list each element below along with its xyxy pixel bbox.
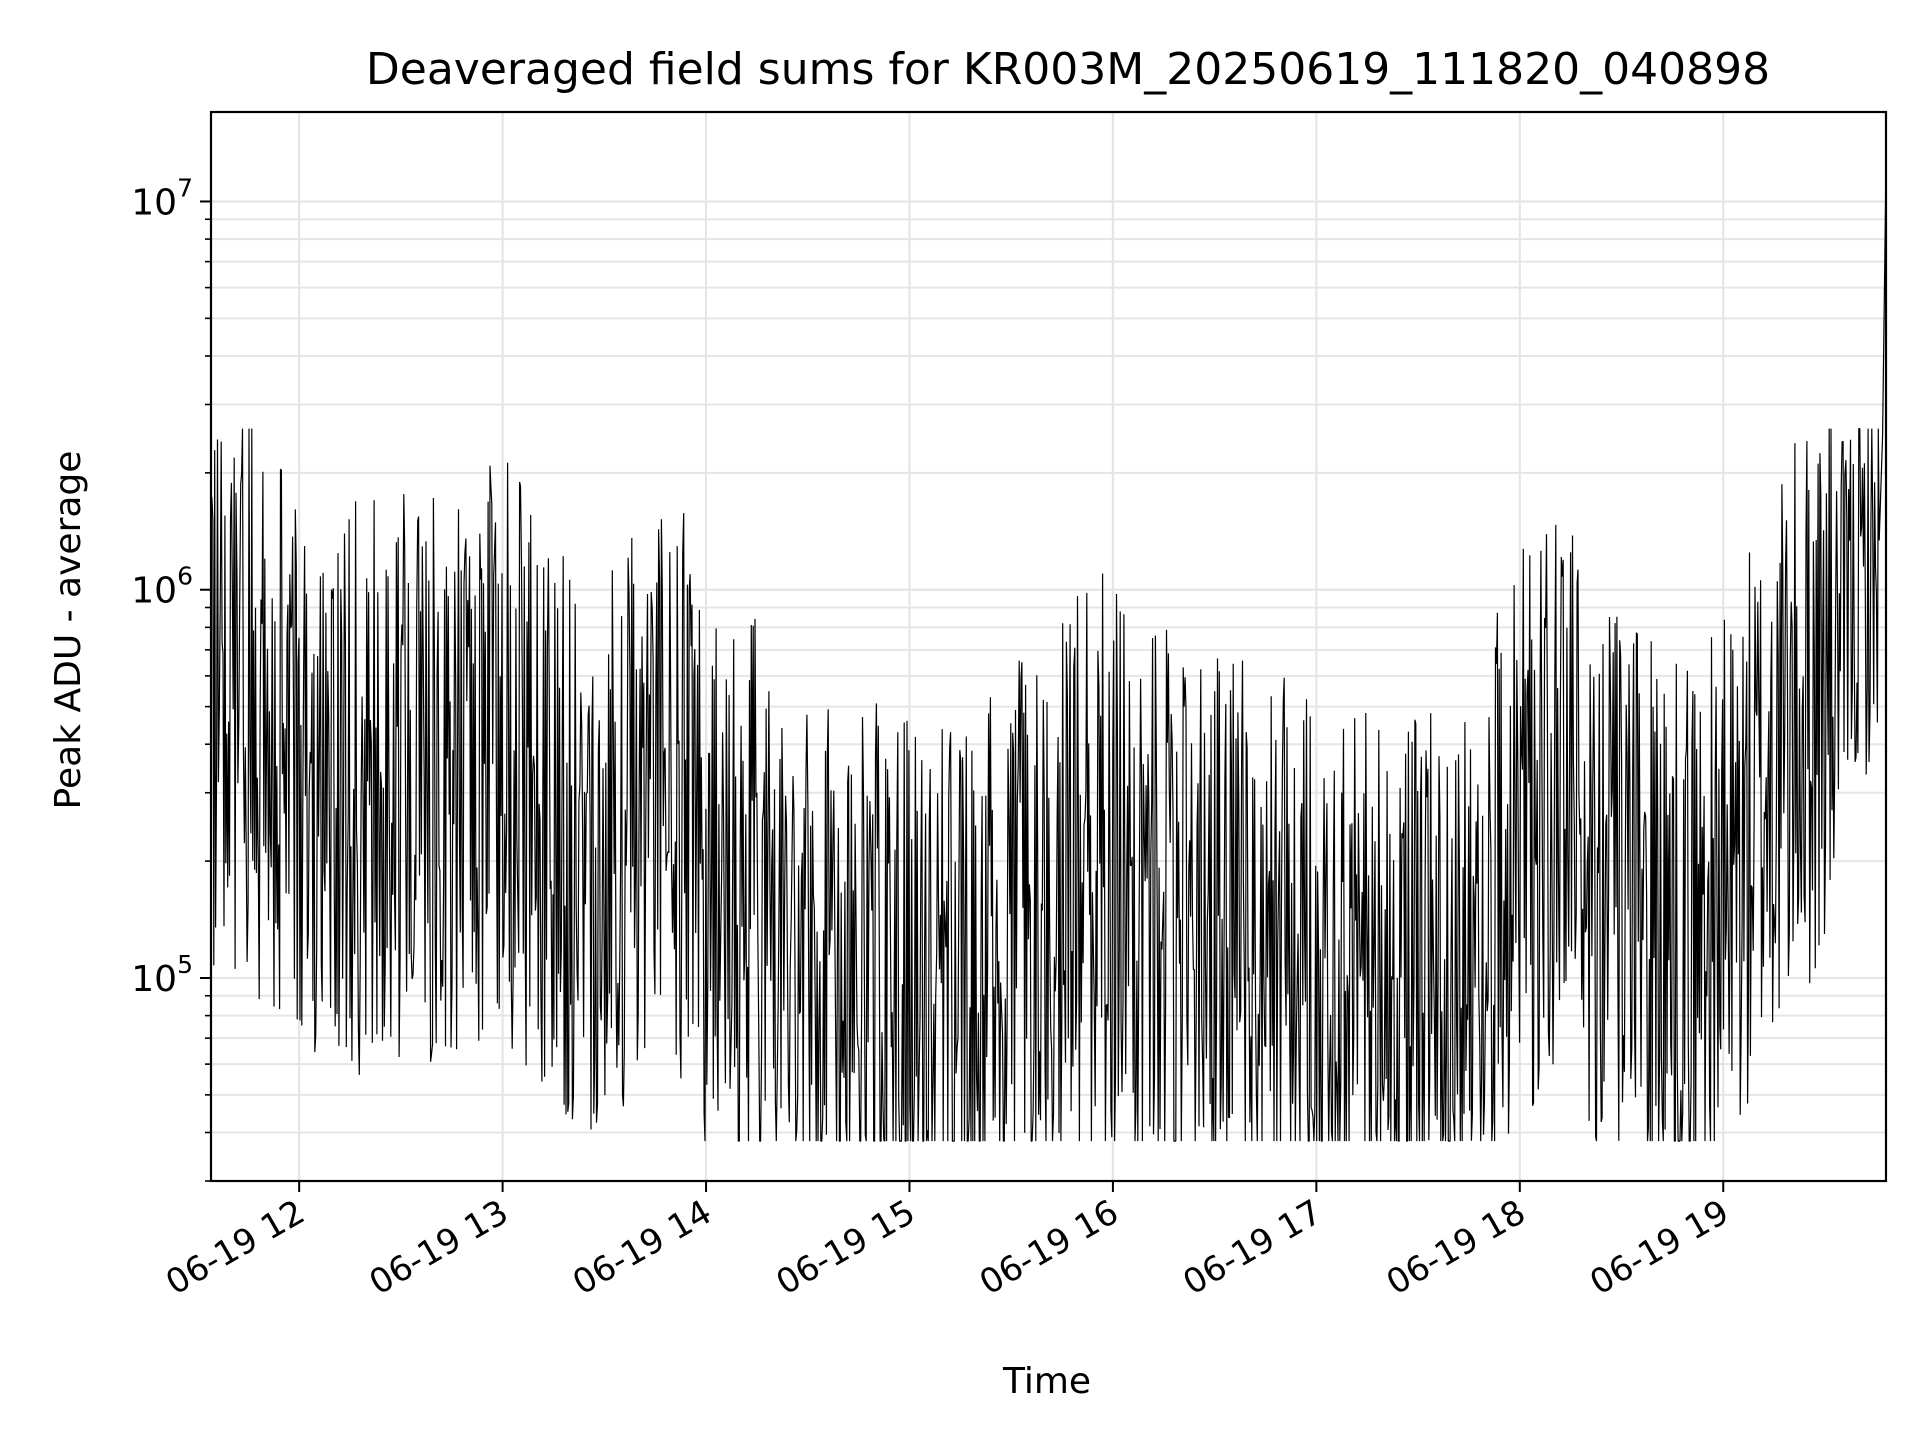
y-tick-exponent: 7 xyxy=(177,173,193,202)
grid-lines xyxy=(211,112,1886,1182)
plot-frame xyxy=(209,110,1888,1183)
data-series-line xyxy=(210,163,1887,1142)
y-tick-label: 105 xyxy=(131,950,193,1000)
x-tick-label: 06-19 16 xyxy=(973,1192,1125,1303)
x-tick-label: 06-19 19 xyxy=(1583,1192,1735,1303)
x-tick-label: 06-19 17 xyxy=(1176,1192,1328,1303)
y-tick-exponent: 5 xyxy=(177,950,193,979)
x-tick-label: 06-19 18 xyxy=(1380,1192,1532,1303)
y-tick-label: 106 xyxy=(131,562,193,612)
x-tick-label: 06-19 12 xyxy=(159,1192,311,1303)
x-tick-label: 06-19 13 xyxy=(363,1192,515,1303)
chart-title: Deaveraged field sums for KR003M_2025061… xyxy=(366,44,1770,95)
y-tick-exponent: 6 xyxy=(177,562,193,591)
y-axis-label: Peak ADU - average xyxy=(48,451,89,810)
y-tick-label: 107 xyxy=(131,173,193,223)
x-axis-label: Time xyxy=(1002,1361,1091,1402)
x-tick-label: 06-19 14 xyxy=(566,1192,718,1303)
x-tick-label: 06-19 15 xyxy=(770,1192,922,1303)
data-line-layer xyxy=(210,163,1887,1142)
